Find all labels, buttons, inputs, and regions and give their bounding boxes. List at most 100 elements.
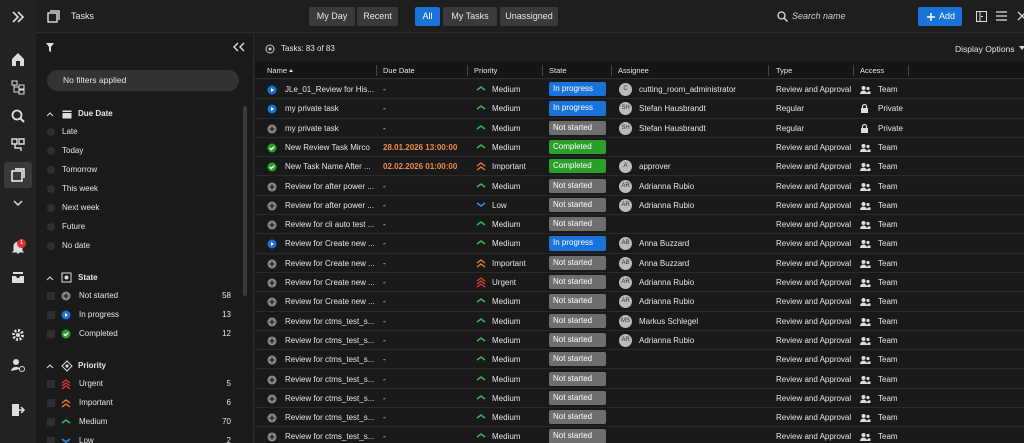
task-row[interactable]: Review for ctms_test_s... - Medium Not star… xyxy=(255,388,1024,409)
option-checkbox[interactable] xyxy=(47,418,55,426)
option-checkbox[interactable] xyxy=(47,399,55,407)
scope-button[interactable]: My Tasks xyxy=(443,7,497,26)
task-row[interactable]: Review for Create new ... - Important Not s… xyxy=(255,253,1024,273)
task-row[interactable]: my private task - Medium In progress SH Stefa… xyxy=(255,99,1024,119)
state-badge: Not started xyxy=(549,275,606,290)
task-row[interactable]: Review for Create new ... - Urgent Not star… xyxy=(255,273,1024,293)
collapse-icon[interactable] xyxy=(233,42,245,52)
task-name[interactable]: Review for ctms_test_s... xyxy=(285,432,375,442)
option-label[interactable]: Today xyxy=(62,146,84,155)
option-label[interactable]: Future xyxy=(62,222,86,231)
option-label[interactable]: Late xyxy=(62,127,78,136)
column-header[interactable]: Access xyxy=(860,66,885,75)
settings-icon[interactable] xyxy=(11,328,25,342)
search-nav-icon[interactable] xyxy=(11,109,25,123)
home-icon[interactable] xyxy=(11,52,25,66)
inbox-icon[interactable] xyxy=(11,270,25,284)
task-name[interactable]: Review for after power ... xyxy=(285,181,374,191)
task-name[interactable]: Review for Create new ... xyxy=(285,278,375,287)
view-button[interactable]: My Day xyxy=(309,7,355,26)
column-header[interactable]: Priority xyxy=(474,66,498,75)
option-label[interactable]: Not started xyxy=(79,291,119,300)
task-name[interactable]: Review for cli auto test ... xyxy=(285,220,375,230)
option-label[interactable]: Completed xyxy=(79,329,118,338)
workflow-icon[interactable] xyxy=(11,138,25,152)
column-header[interactable]: Name xyxy=(267,66,288,75)
column-header[interactable]: Assignee xyxy=(618,66,649,75)
add-button[interactable]: Add xyxy=(918,7,962,26)
display-options[interactable]: Display Options xyxy=(955,44,1015,54)
option-radio[interactable] xyxy=(47,166,55,174)
column-header[interactable]: Due Date xyxy=(383,66,415,75)
view-button[interactable]: Recent xyxy=(357,7,398,26)
option-radio[interactable] xyxy=(47,223,55,231)
task-name[interactable]: Review for Create new ... xyxy=(285,258,375,268)
task-row[interactable]: Review for cli auto test ... - Medium Not s… xyxy=(255,215,1024,235)
task-row[interactable]: Review for ctms_test_s... - Medium Not star… xyxy=(255,330,1024,351)
option-radio[interactable] xyxy=(47,185,55,193)
option-label[interactable]: In progress xyxy=(79,310,120,319)
task-name[interactable]: Review for Create new ... xyxy=(285,239,375,249)
option-label[interactable]: Urgent xyxy=(79,379,104,388)
column-header[interactable]: State xyxy=(549,66,567,75)
close-icon[interactable] xyxy=(1017,11,1024,21)
task-name[interactable]: Review for ctms_test_s... xyxy=(285,413,375,423)
scope-button[interactable]: Unassigned xyxy=(500,7,558,26)
tasks-nav-icon[interactable] xyxy=(11,168,25,182)
panel-icon[interactable] xyxy=(976,11,987,22)
option-checkbox[interactable] xyxy=(47,311,55,319)
option-radio[interactable] xyxy=(47,204,55,212)
task-row[interactable]: my private task - Medium Not started SH Stefa… xyxy=(255,118,1024,138)
column-header[interactable]: Type xyxy=(776,66,793,75)
task-row[interactable]: Review for after power ... - Medium Not sta… xyxy=(255,176,1024,196)
option-label[interactable]: Tomorrow xyxy=(62,165,98,174)
task-row[interactable]: Review for ctms_test_s... - Medium Not star… xyxy=(255,408,1024,428)
filter-summary[interactable]: No filters applied xyxy=(47,70,239,91)
option-label[interactable]: Medium xyxy=(79,417,108,426)
task-name[interactable]: Review for ctms_test_s... xyxy=(285,374,375,384)
more-icon[interactable] xyxy=(13,199,23,207)
option-checkbox[interactable] xyxy=(47,330,55,338)
task-row[interactable]: Review for Create new ... - Medium Not star… xyxy=(255,292,1024,312)
option-radio[interactable] xyxy=(47,128,55,136)
logout-icon[interactable] xyxy=(11,403,26,417)
option-radio[interactable] xyxy=(47,147,55,155)
task-name[interactable]: JLe_01_Review for His... xyxy=(285,85,374,94)
user-settings-icon[interactable] xyxy=(11,358,25,372)
task-row[interactable]: New Task Name After ... 02.02.2026 01:00:… xyxy=(255,157,1024,177)
option-radio[interactable] xyxy=(47,242,55,250)
task-name[interactable]: Review for ctms_test_s... xyxy=(285,316,375,326)
filter-icon[interactable] xyxy=(46,43,54,52)
option-checkbox[interactable] xyxy=(47,437,55,443)
task-row[interactable]: Review for ctms_test_s... - Medium Not star… xyxy=(255,369,1024,389)
task-row[interactable]: Review for ctms_test_s... - Medium Not star… xyxy=(255,311,1024,331)
task-name[interactable]: Review for after power ... xyxy=(285,200,374,210)
menu-icon[interactable] xyxy=(996,11,1007,21)
task-row[interactable]: Review for ctms_test_s... - Medium Not star… xyxy=(255,350,1024,370)
scope-button[interactable]: All xyxy=(415,7,440,26)
access: Team xyxy=(878,374,898,384)
option-label[interactable]: Important xyxy=(79,398,113,407)
option-checkbox[interactable] xyxy=(47,292,55,300)
expand-icon[interactable] xyxy=(11,10,25,24)
task-name[interactable]: my private task xyxy=(285,123,339,133)
search-input[interactable]: Search name xyxy=(792,11,846,21)
task-row[interactable]: JLe_01_Review for His... - Medium In progre… xyxy=(255,80,1024,100)
option-label[interactable]: This week xyxy=(62,184,99,193)
task-name[interactable]: New Task Name After ... xyxy=(285,162,371,172)
option-checkbox[interactable] xyxy=(47,380,55,388)
option-label[interactable]: Next week xyxy=(62,203,100,212)
task-row[interactable]: New Review Task Mirco 28.01.2026 13:00:00… xyxy=(255,137,1024,158)
task-row[interactable]: Review for ctms_test_s... - Medium Not star… xyxy=(255,427,1024,443)
hierarchy-icon[interactable] xyxy=(11,80,25,95)
task-row[interactable]: Review for after power ... - Low Not starte… xyxy=(255,195,1024,216)
task-name[interactable]: Review for ctms_test_s... xyxy=(285,355,375,365)
option-label[interactable]: No date xyxy=(62,241,91,250)
task-name[interactable]: Review for ctms_test_s... xyxy=(285,335,375,345)
task-name[interactable]: my private task xyxy=(285,104,339,114)
task-row[interactable]: Review for Create new ... - Medium In progr… xyxy=(255,234,1024,254)
task-name[interactable]: Review for ctms_test_s... xyxy=(285,393,375,403)
task-name[interactable]: New Review Task Mirco xyxy=(285,142,370,152)
task-name[interactable]: Review for Create new ... xyxy=(285,297,375,307)
option-label[interactable]: Low xyxy=(79,436,94,443)
